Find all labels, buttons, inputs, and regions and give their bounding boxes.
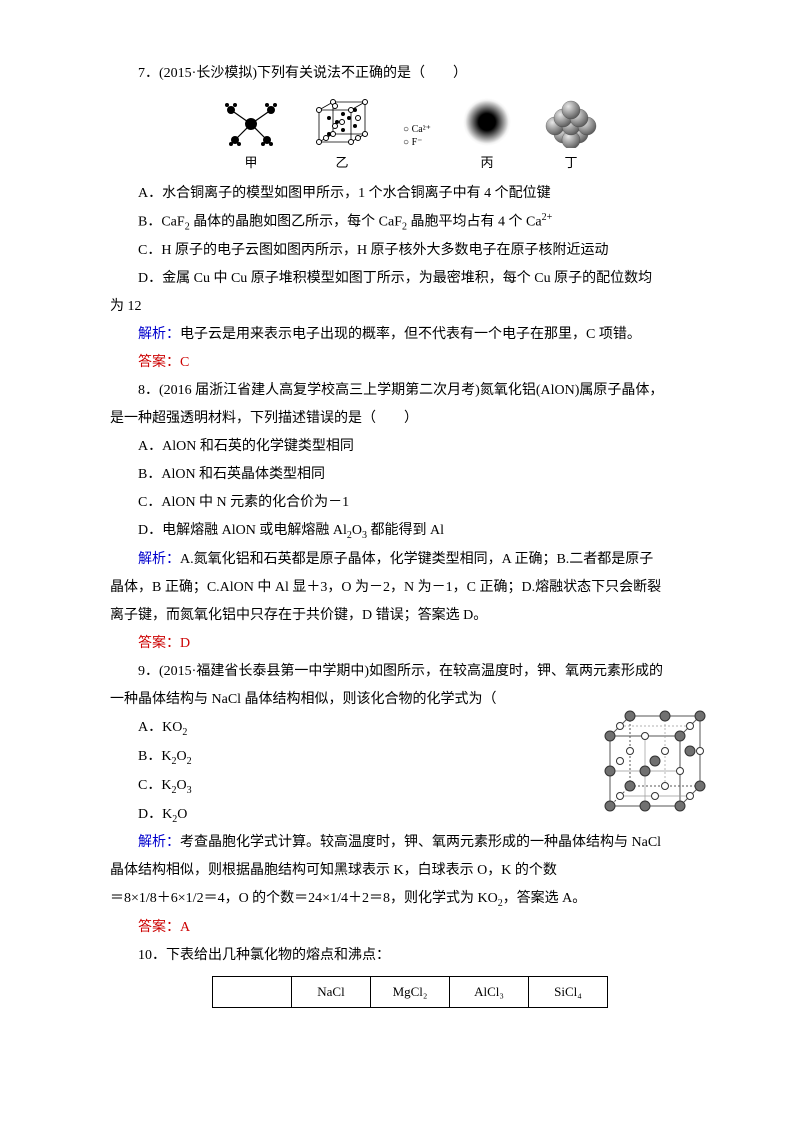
q9-opt-b: B．K2O2	[110, 743, 590, 772]
chlorides-table: NaCl MgCl₂ AlCl₃ SiCl₄	[212, 976, 608, 1008]
q7-answer: 答案：C	[110, 349, 710, 377]
q9-opt-a: A．KO2	[110, 714, 590, 743]
q9-stem-2: 一种晶体结构与 NaCl 晶体结构相似，则该化合物的化学式为（	[110, 686, 590, 714]
q9-opt-c: C．K2O3	[110, 772, 590, 801]
q7-stem: 7．(2015·长沙模拟)下列有关说法不正确的是（ ）	[110, 60, 710, 88]
q8-opt-d: D．电解熔融 AlON 或电解熔融 Al2O3 都能得到 Al	[110, 517, 710, 546]
diagram-yi: 乙	[311, 96, 373, 176]
table-cell: NaCl	[292, 977, 371, 1008]
close-pack-icon	[543, 96, 599, 148]
q9-jiexi-2: 晶体结构相似，则根据晶胞结构可知黑球表示 K，白球表示 O，K 的个数	[110, 857, 710, 885]
q7-opt-c: C．H 原子的电子云图如图丙所示，H 原子核外大多数电子在原子核附近运动	[110, 237, 710, 265]
q8-jiexi-3: 离子键，而氮氧化铝中只存在于共价键，D 错误；答案选 D。	[110, 602, 710, 630]
q7-opt-b: B．CaF2 晶体的晶胞如图乙所示，每个 CaF2 晶胞平均占有 4 个 Ca2…	[110, 208, 710, 237]
table-cell	[213, 977, 292, 1008]
diagram-ding: 丁	[543, 96, 599, 176]
q9-answer: 答案：A	[110, 914, 710, 942]
q8-opt-a: A．AlON 和石英的化学键类型相同	[110, 433, 710, 461]
q8-jiexi-1: 解析：A.氮氧化铝和石英都是原子晶体，化学键类型相同，A 正确；B.二者都是原子	[110, 546, 710, 574]
q8-jiexi-2: 晶体，B 正确；C.AlON 中 Al 显＋3，O 为－2，N 为－1，C 正确…	[110, 574, 710, 602]
q7-opt-a: A．水合铜离子的模型如图甲所示，1 个水合铜离子中有 4 个配位键	[110, 180, 710, 208]
table-cell: MgCl₂	[371, 977, 450, 1008]
q7-opt-d-2: 为 12	[110, 293, 710, 321]
diagram-bing: 丙	[461, 96, 513, 176]
q9-stem-1: 9．(2015·福建省长泰县第一中学期中)如图所示，在较高温度时，钾、氧两元素形…	[110, 658, 710, 686]
q9-body: 一种晶体结构与 NaCl 晶体结构相似，则该化合物的化学式为（ A．KO2 B．…	[110, 686, 710, 829]
q10-stem: 10．下表给出几种氯化物的熔点和沸点：	[110, 942, 710, 970]
q9-opt-d: D．K2O	[110, 801, 590, 830]
q8-stem-1: 8．(2016 届浙江省建人高复学校高三上学期第二次月考)氮氧化铝(AlON)属…	[110, 377, 710, 405]
q8-answer: 答案：D	[110, 630, 710, 658]
q9-jiexi-1: 解析：考查晶胞化学式计算。较高温度时，钾、氧两元素形成的一种晶体结构与 NaCl	[110, 829, 710, 857]
q8-stem-2: 是一种超强透明材料，下列描述错误的是（ ）	[110, 405, 710, 433]
q8-opt-b: B．AlON 和石英晶体类型相同	[110, 461, 710, 489]
electron-cloud-icon	[461, 96, 513, 148]
q7-opt-d: D．金属 Cu 中 Cu 原子堆积模型如图丁所示，为最密堆积，每个 Cu 原子的…	[110, 265, 710, 293]
caf2-cell-icon	[311, 96, 373, 148]
q9-jiexi-3: ＝8×1/8＋6×1/2＝4，O 的个数＝24×1/4＋2＝8，则化学式为 KO…	[110, 885, 710, 914]
table-cell: AlCl₃	[450, 977, 529, 1008]
q9-crystal-figure	[600, 706, 710, 816]
copper-ion-icon	[221, 96, 281, 148]
diagram-legend: ○ Ca²⁺ ○ F⁻	[403, 123, 431, 149]
q8-opt-c: C．AlON 中 N 元素的化合价为－1	[110, 489, 710, 517]
q7-jiexi: 解析：电子云是用来表示电子出现的概率，但不代表有一个电子在那里，C 项错。	[110, 321, 710, 349]
nacl-cell-icon	[600, 706, 710, 816]
table-cell: SiCl₄	[529, 977, 608, 1008]
diagram-jia: 甲	[221, 96, 281, 176]
table-row: NaCl MgCl₂ AlCl₃ SiCl₄	[213, 977, 608, 1008]
q7-diagrams: 甲 乙 ○ Ca²⁺ ○ F⁻	[110, 96, 710, 176]
